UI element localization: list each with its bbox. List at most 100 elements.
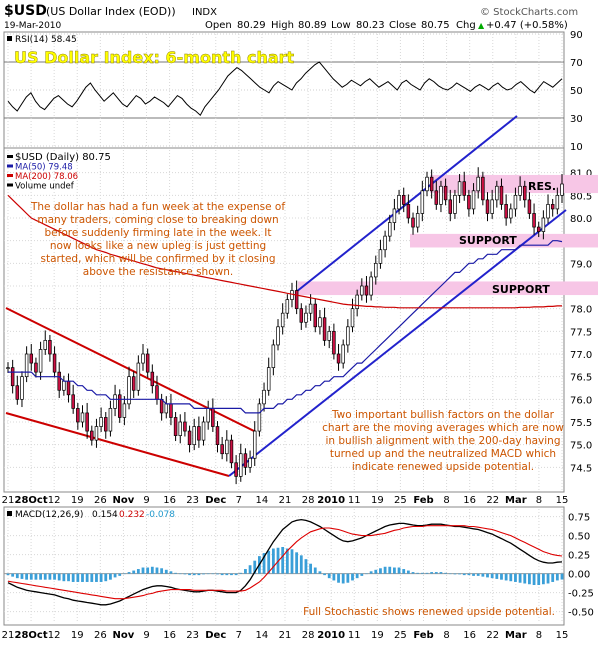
candle-body (532, 213, 536, 228)
macd-x-tick-label: 14 (256, 630, 269, 641)
candle-body (71, 394, 75, 409)
price-tick-label: 77.0 (570, 350, 592, 361)
macd-histogram-bar (271, 548, 275, 574)
macd-histogram-bar (434, 572, 438, 574)
quote-close-label: Close (389, 20, 416, 31)
macd-histogram-bar (467, 573, 471, 576)
macd-histogram-bar (397, 567, 401, 574)
candle-body (257, 403, 262, 432)
macd-annotation: Full Stochastic shows renewed upside pot… (303, 606, 555, 618)
candle-body (6, 367, 10, 369)
macd-histogram-bar (85, 573, 89, 582)
macd-histogram-bar (323, 573, 326, 576)
candle-body (173, 417, 178, 436)
candle-body (178, 421, 182, 436)
candle-body (290, 290, 294, 300)
candle-body (24, 353, 29, 378)
x-tick-label: 16 (463, 495, 476, 506)
candle-body (136, 362, 141, 391)
macd-signal-line (7, 525, 563, 600)
macd-histogram-bar (495, 573, 499, 579)
candle-body (43, 340, 47, 350)
x-tick-label: 11 (348, 495, 361, 506)
chart-symbol: $USD (4, 3, 47, 19)
price-tick-label: 79.0 (570, 259, 592, 270)
macd-histogram-bar (299, 555, 303, 574)
macd-x-tick-label: 11 (348, 630, 361, 641)
macd-histogram-bar (425, 572, 429, 574)
price-tick-label: 80.0 (570, 214, 592, 225)
candle-body (85, 412, 89, 432)
candle-body (276, 326, 280, 346)
candle-body (481, 176, 485, 201)
quote-open-label: Open (205, 20, 232, 31)
rsi-legend: RSI(14) 58.45 (15, 35, 77, 45)
candle-body (541, 217, 546, 232)
macd-histogram-bar (248, 565, 252, 574)
candle-body (560, 183, 564, 196)
candle-body (20, 376, 24, 400)
macd-histogram-bar (439, 572, 443, 574)
candle-body (406, 204, 411, 219)
macd-histogram-bar (202, 573, 205, 575)
rsi-tick-label: 30 (570, 114, 583, 125)
candle-body (401, 194, 406, 205)
quote-chg: +0.47 (+0.58%) (486, 20, 568, 31)
price-tick-label: 78.0 (570, 305, 592, 316)
macd-histogram-bar (192, 573, 196, 576)
macd-x-tick-label: 21 (279, 630, 292, 641)
candle-body (299, 308, 304, 323)
candle-body (504, 204, 508, 219)
macd-x-tick-label: 9 (143, 630, 149, 641)
macd-histogram-bar (244, 569, 247, 574)
macd-line (7, 518, 563, 606)
quote-chg-marker: ▲ (478, 21, 485, 30)
macd-histogram-bar (504, 573, 508, 581)
macd-histogram-bar (211, 573, 215, 575)
macd-x-tick-label: 21 (2, 630, 15, 641)
candle-body (262, 389, 266, 405)
macd-histogram-bar (43, 573, 47, 580)
macd-histogram-bar (346, 573, 350, 583)
price-tick-label: 74.5 (570, 463, 592, 474)
candle-body (550, 204, 555, 210)
macd-histogram-bar (500, 573, 503, 580)
x-tick-label: Feb (413, 495, 433, 506)
macd-histogram-bar (239, 572, 243, 574)
macd-x-tick-label: 26 (94, 630, 107, 641)
candle-body (280, 312, 285, 328)
macd-x-tick-label: 2010 (317, 630, 345, 641)
candle-body (34, 362, 38, 373)
candle-body (420, 190, 425, 214)
macd-histogram-bar (560, 573, 564, 580)
macd-tick-label: 0.50 (568, 532, 590, 543)
macd-histogram-bar (514, 573, 517, 582)
macd-grid: 0.75 0.50 0.25 0.00 -0.25 -0.50 (4, 509, 594, 623)
down-channel-lower (5, 412, 230, 477)
rsi-grid: 90 70 50 30 10 (4, 30, 583, 153)
macd-histogram-bar (20, 573, 24, 579)
res-label: RES. (528, 180, 556, 193)
macd-histogram-bar (62, 573, 66, 582)
candle-body (108, 408, 113, 432)
macd-histogram-bar (48, 573, 52, 580)
macd-histogram-bar (369, 571, 373, 574)
macd-x-tick-label: 16 (163, 630, 176, 641)
macd-histogram-bar (309, 563, 313, 574)
macd-legend-name: MACD(12,26,9) (15, 510, 83, 520)
macd-histogram-bar (327, 573, 331, 579)
macd-histogram-bar (290, 549, 294, 574)
candle-body (364, 285, 369, 296)
macd-histogram-bar (448, 573, 452, 575)
macd-histogram-bar (216, 573, 219, 575)
macd-histogram-bar (90, 573, 94, 582)
macd-histogram-bar (528, 573, 531, 585)
x-tick-label: 8 (443, 495, 449, 506)
candle-body (392, 208, 397, 223)
macd-x-axis: 21 28Oct 12 19 26 Nov 9 16 23 Dec 7 14 21 28 2010 11 19 2… (2, 630, 569, 641)
macd-histogram-bar (39, 573, 42, 580)
macd-x-tick-label: Mar (505, 630, 527, 641)
x-tick-label: 12 (48, 495, 61, 506)
macd-x-tick-label: 19 (371, 630, 384, 641)
rsi-series (7, 61, 563, 116)
